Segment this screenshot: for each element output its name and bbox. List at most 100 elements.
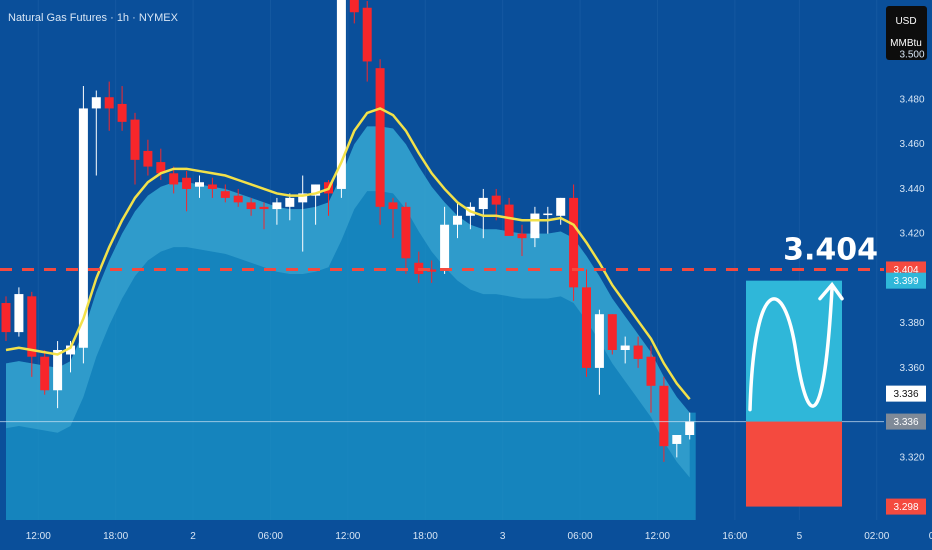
candle-body-10 [130,119,140,160]
candle-11 [143,139,153,176]
candle-body-9 [117,103,127,122]
time-axis: 12:00 18:00 2 06:00 12:00 18:00 3 06:00 12:00 16:… [26,531,932,542]
candle-body-23 [298,193,308,203]
candle-body-16 [207,184,217,189]
x-tick-3: 06:00 [258,531,283,542]
projection-wave-arrow [748,281,844,412]
candle-body-28 [362,7,372,62]
position-tool[interactable] [746,280,844,507]
candle-19 [246,197,256,216]
candle-body-50 [646,356,656,386]
candle-39 [504,197,514,236]
position-target-label: 3.399 [886,272,926,289]
candle-body-40 [517,233,527,239]
candle-body-52 [672,435,682,444]
stop-zone[interactable] [746,421,842,507]
candle-body-1 [14,294,24,333]
candle-13 [169,166,179,194]
candle-body-12 [156,162,166,174]
candle-3 [40,350,50,395]
y-tick-7: 3.320 [899,452,924,463]
candle-14 [182,171,192,212]
y-tick-0: 3.500 [899,50,924,61]
current-price-label-bg [886,385,926,402]
candle-body-37 [478,197,488,210]
x-tick-0: 12:00 [26,531,51,542]
candle-body-33 [427,269,437,272]
candle-body-14 [182,177,192,189]
candle-1 [14,287,24,337]
y-tick-5: 3.380 [899,318,924,329]
y-tick-1: 3.480 [899,94,924,105]
candle-body-46 [594,314,604,368]
x-tick-4: 12:00 [335,531,360,542]
candle-47 [607,314,617,355]
candle-9 [117,86,127,131]
candle-body-44 [569,197,579,288]
candle-10 [130,112,140,185]
candle-33 [427,260,437,283]
candle-body-34 [440,224,450,270]
current-price-label: 3.336 [886,385,926,402]
chart-title: Natural Gas Futures · 1h · NYMEX [8,12,179,24]
candle-body-24 [311,184,321,196]
candle-body-41 [530,213,540,239]
candle-44 [569,184,579,301]
candle-body-18 [233,195,243,203]
candle-body-38 [491,195,501,205]
candle-43 [556,197,566,225]
candle-48 [620,336,630,364]
position-stop-label-text: 3.298 [893,502,918,513]
candle-body-13 [169,173,179,185]
candle-35 [453,202,462,239]
candle-23 [298,175,308,252]
candle-body-19 [246,202,256,210]
candle-body-29 [375,68,385,207]
target-price-callout: 3.404 [783,232,878,267]
candle-21 [272,197,282,225]
candle-body-53 [685,421,695,435]
candle-body-8 [104,97,114,109]
x-tick-9: 16:00 [722,531,747,542]
y-tick-4: 3.420 [899,229,924,240]
candle-53 [685,412,695,440]
candle-body-22 [285,197,295,207]
candle-8 [104,81,114,131]
candle-51 [659,376,669,462]
x-tick-8: 12:00 [645,531,670,542]
candle-31 [401,202,411,274]
candle-body-15 [195,182,204,187]
candle-body-2 [27,296,37,357]
candle-body-27 [349,0,359,13]
candle-40 [517,224,527,257]
position-stop-label-bg [886,498,926,515]
price-axis: USD MMBtu 3.500 3.480 3.460 3.440 3.420 3.380… [886,6,927,463]
candle-body-45 [582,287,591,368]
candle-46 [594,309,604,395]
current-price-label-2: 3.336 [886,413,926,430]
candle-6 [78,86,88,364]
candle-body-26 [336,0,346,189]
position-stop-label: 3.298 [886,498,926,515]
candle-20 [259,202,269,230]
candle-body-47 [607,314,617,350]
candle-body-39 [504,204,514,236]
candle-body-20 [259,206,269,210]
candle-18 [233,188,243,207]
candle-body-30 [388,202,398,210]
candle-body-21 [272,202,282,210]
x-tick-2: 2 [190,531,196,542]
candle-0 [1,296,11,342]
candle-body-48 [620,345,630,350]
candle-body-43 [556,197,566,216]
candle-body-35 [453,215,462,225]
candle-17 [220,184,230,203]
candle-41 [530,206,540,248]
candle-body-42 [543,213,553,216]
candle-37 [478,188,488,239]
candle-body-4 [53,350,63,391]
currency-unit-box[interactable] [886,6,927,60]
candle-34 [440,206,450,274]
current-price-label-text: 3.336 [893,389,918,400]
